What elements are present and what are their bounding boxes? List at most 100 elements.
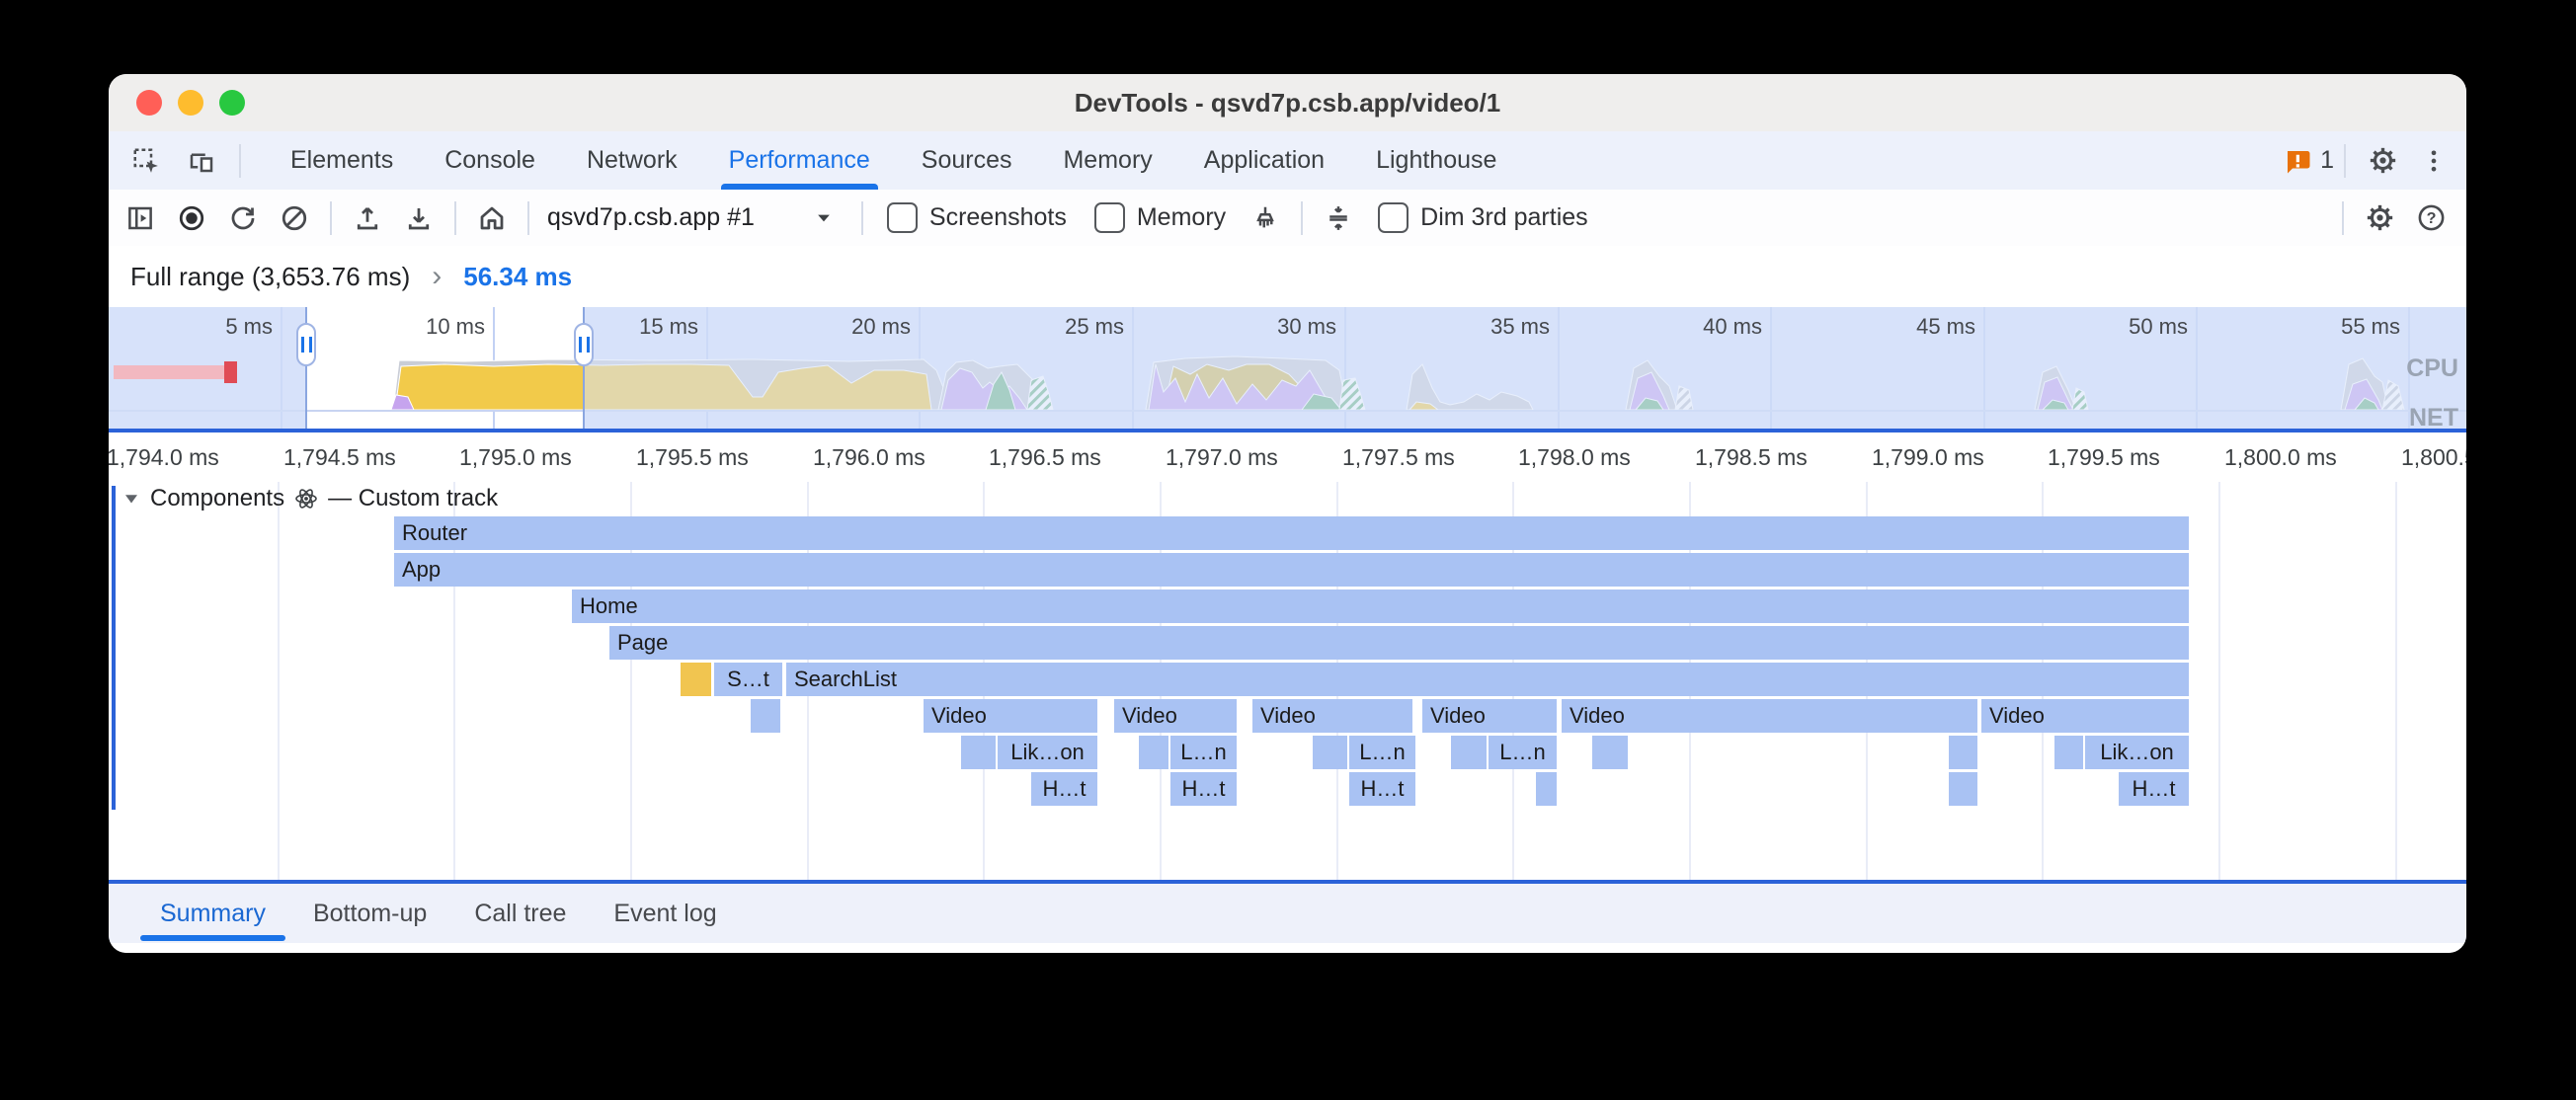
tab-elements[interactable]: Elements [290,146,394,174]
issues-count: 1 [2320,146,2334,174]
flame-entry-video[interactable]: Video [1562,699,1977,733]
memory-label: Memory [1136,203,1227,231]
flame-entry-video[interactable]: Video [1252,699,1412,733]
detail-gridline [2218,482,2220,880]
flame-entry-page[interactable]: Page [609,626,2189,660]
flame-entry-ln[interactable]: L…n [1349,736,1415,769]
flame-entry[interactable] [1451,736,1487,769]
kebab-menu-icon[interactable] [2409,147,2458,175]
track-header[interactable]: Components — Custom track [122,484,498,513]
flame-entry[interactable] [751,699,780,733]
flame-entry-likon[interactable]: Lik…on [998,736,1097,769]
time-tick-label: 1,796.5 ms [989,444,1101,470]
device-toolbar-icon[interactable] [174,146,229,176]
separator [860,200,863,235]
capture-settings-gear-icon[interactable] [2354,196,2405,241]
inspect-element-icon[interactable] [119,146,174,176]
clear-icon[interactable] [269,196,320,241]
flame-entry-video[interactable]: Video [1114,699,1237,733]
detail-gridline [278,482,280,880]
selected-range-crumb[interactable]: 56.34 ms [463,261,573,291]
flame-entry[interactable] [1949,736,1977,769]
collect-garbage-icon[interactable] [1240,196,1291,241]
record-icon[interactable] [166,196,217,241]
selected-bottom-tab-underline [140,935,285,941]
flame-entry-ht[interactable]: H…t [2119,772,2189,806]
target-selector[interactable]: qsvd7p.csb.app #1 [547,203,834,232]
upload-profile-icon[interactable] [342,196,393,241]
chevron-right-icon: › [432,260,443,292]
flame-entry[interactable] [961,736,996,769]
tab-lighthouse[interactable]: Lighthouse [1376,146,1497,174]
main-tab-bar: Elements Console Network Performance Sources… [109,131,2466,190]
tab-console[interactable]: Console [444,146,535,174]
separator [454,200,456,235]
bottom-tab-summary[interactable]: Summary [136,884,289,943]
flame-entry-video[interactable]: Video [1422,699,1557,733]
tab-memory[interactable]: Memory [1063,146,1153,174]
flame-entry-st[interactable]: S…t [714,663,782,696]
home-icon[interactable] [466,196,518,241]
minimize-window-button[interactable] [178,90,203,116]
overview-tick-label: 10 ms [426,314,485,339]
flame-entry-ht[interactable]: H…t [1031,772,1097,806]
track-left-accent [112,486,116,810]
detail-gridline [630,482,632,880]
tab-network[interactable]: Network [586,146,678,174]
flame-entry-likon[interactable]: Lik…on [2085,736,2189,769]
flame-entry[interactable] [681,663,711,696]
download-profile-icon[interactable] [393,196,444,241]
timeline-overview[interactable]: 5 ms 10 ms 15 ms 20 ms 25 ms 30 ms 35 ms 40 ms 4… [109,307,2466,432]
toggle-sidebar-icon[interactable] [115,196,166,241]
help-icon[interactable]: ? [2405,196,2456,241]
flame-entry[interactable] [1592,736,1628,769]
separator [2342,200,2344,235]
flame-entry[interactable] [1139,736,1168,769]
flame-entry[interactable] [1313,736,1347,769]
flame-entry-router[interactable]: Router [394,516,2189,550]
flame-entry-video[interactable]: Video [924,699,1097,733]
bottom-tab-call-tree[interactable]: Call tree [474,899,567,927]
flame-entry-video[interactable]: Video [1981,699,2189,733]
flame-entry-ht[interactable]: H…t [1349,772,1415,806]
tab-performance[interactable]: Performance [703,131,896,190]
settings-gear-icon[interactable] [2356,145,2409,176]
zoom-window-button[interactable] [219,90,245,116]
issues-counter[interactable]: 1 [2283,146,2334,176]
left-selection-handle[interactable] [296,323,316,366]
record-and-reload-icon[interactable] [217,196,269,241]
time-tick-label: 1,797.5 ms [1342,444,1455,470]
time-tick-label: 1,796.0 ms [813,444,926,470]
close-window-button[interactable] [136,90,162,116]
checkbox-box[interactable] [886,202,918,233]
time-tick-label: 1,795.5 ms [636,444,749,470]
screenshots-checkbox[interactable]: Screenshots [886,202,1067,233]
flame-entry-ln[interactable]: L…n [1170,736,1237,769]
flame-entry-app[interactable]: App [394,553,2189,587]
checkbox-box[interactable] [1378,202,1409,233]
dim-3rd-parties-checkbox[interactable]: Dim 3rd parties [1378,202,1588,233]
flame-entry[interactable] [1949,772,1977,806]
flame-entry-searchlist[interactable]: SearchList [786,663,2189,696]
bottom-tab-event-log[interactable]: Event log [613,899,717,927]
separator [2344,143,2346,178]
separator [527,200,529,235]
tab-sources[interactable]: Sources [921,146,1012,174]
full-range-crumb[interactable]: Full range (3,653.76 ms) [130,261,411,291]
right-selection-handle[interactable] [574,323,594,366]
tab-application[interactable]: Application [1203,146,1326,174]
checkbox-box[interactable] [1093,202,1125,233]
collapse-flame-icon[interactable] [1313,196,1364,241]
flame-entry[interactable] [1536,772,1557,806]
flame-entry-ln[interactable]: L…n [1489,736,1557,769]
collapse-triangle-icon[interactable] [122,490,140,508]
selection-handle-line[interactable] [583,307,585,432]
memory-checkbox[interactable]: Memory [1093,202,1227,233]
overview-tick-label: 25 ms [1065,314,1124,339]
react-atom-icon [295,489,317,509]
flame-entry-home[interactable]: Home [572,589,2189,623]
flame-entry[interactable] [2054,736,2083,769]
bottom-tab-bottom-up[interactable]: Bottom-up [312,899,428,927]
selection-handle-line[interactable] [305,307,307,432]
flame-entry-ht[interactable]: H…t [1170,772,1237,806]
